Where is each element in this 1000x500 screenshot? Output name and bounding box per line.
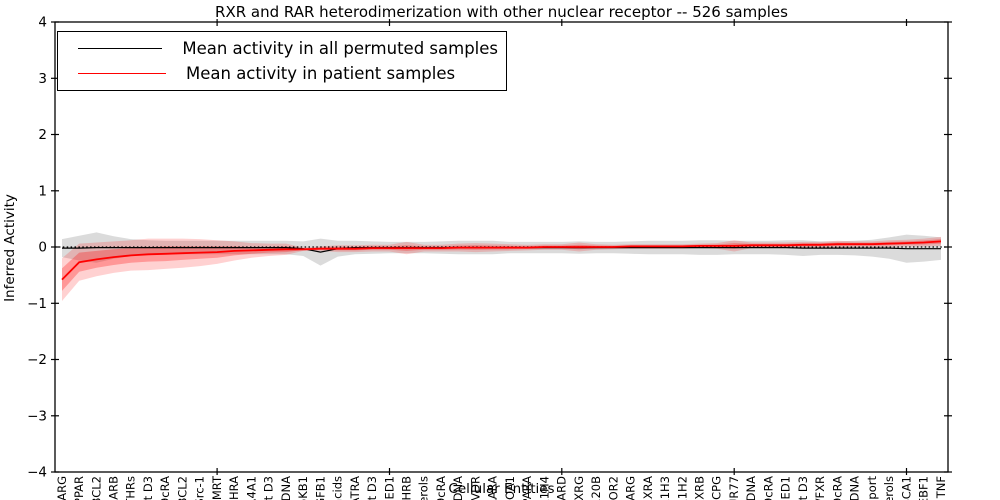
- x-category-label: BCL2: [89, 476, 103, 500]
- x-category-label: RXRB: [692, 476, 706, 500]
- patient-mean-line: [61, 240, 942, 281]
- x-category-label: RXRs/NUR77: [727, 476, 741, 500]
- y-tick-label: −4: [27, 465, 47, 481]
- x-category-label: mol:Vit D3: [365, 476, 379, 500]
- y-tick-label: 0: [38, 240, 47, 256]
- x-category-label: RXRs/LXRs/DNA: [848, 476, 862, 500]
- x-category-label: RXRs/LXRs/DNA/Oxysterols: [882, 476, 896, 500]
- x-category-label: RXRs/VDR/DNA/Vit D3: [796, 476, 810, 500]
- x-category-label: NR4A1: [244, 476, 258, 500]
- x-category-label: RARs/RARs/DNA/9cRA: [158, 476, 172, 500]
- x-category-label: SREBF1: [917, 476, 931, 500]
- x-category-label: cholesterol transport: [865, 476, 879, 500]
- y-tick-label: −2: [27, 352, 47, 368]
- x-category-label: RARs/THRs: [124, 476, 138, 500]
- x-category-label: TNF: [934, 476, 948, 499]
- chart-title: RXR and RAR heterodimerization with othe…: [215, 3, 788, 21]
- x-category-label: PPARA: [520, 476, 534, 500]
- x-category-label: RPS6KB1: [296, 476, 310, 500]
- x-category-label: NR1H3: [658, 476, 672, 500]
- x-category-label: THRB: [399, 476, 413, 500]
- x-category-label: RARs/THRs/DNA/SMRT: [210, 475, 224, 500]
- x-category-label: VDR: [468, 476, 482, 500]
- x-category-label: NCOR2: [606, 476, 620, 500]
- x-category-label: NCOA1: [503, 476, 517, 500]
- x-category-label: VDR/VDR/Vit D3: [262, 476, 276, 500]
- permuted-band: [62, 232, 941, 266]
- x-category-label: NR1H4: [537, 476, 551, 500]
- x-category-label: PPARG: [55, 476, 69, 500]
- x-category-label: mol:Oxysterols: [417, 476, 431, 500]
- y-tick-label: 4: [38, 15, 47, 31]
- y-tick-label: 2: [38, 127, 47, 143]
- y-tick-label: −3: [27, 409, 47, 425]
- x-category-label: RXRs/FXR: [813, 476, 827, 500]
- patient-band-inner: [62, 239, 941, 291]
- legend-item-patient: Mean activity in patient samples: [66, 64, 498, 83]
- x-category-label: RARs/THRs/DNA/Src-1: [193, 476, 207, 500]
- x-category-label: RXRG: [572, 476, 586, 500]
- y-tick-label: 1: [38, 184, 47, 200]
- patient-line-swatch: [78, 73, 166, 74]
- permuted-line-swatch: [78, 48, 163, 49]
- x-category-label: RARB: [106, 476, 120, 500]
- x-category-label: NR1H2: [675, 476, 689, 500]
- x-category-label: RARs/VDR/DNA/Vit D3: [141, 476, 155, 500]
- x-category-label: MED1: [382, 476, 396, 500]
- patient-band-outer: [62, 236, 941, 301]
- x-category-label: RXRs/PPAR/9cRA/PGJ2/DNA: [744, 476, 758, 500]
- x-category-label: RXRs/LXRs/DNA/9cRA: [830, 476, 844, 500]
- x-category-label: FAM120B: [589, 476, 603, 500]
- x-category-label: RXRs/PPAR: [72, 476, 86, 500]
- x-category-label: THRA: [227, 476, 241, 500]
- y-tick-label: −1: [27, 296, 47, 312]
- x-category-label: RXRs/NUR77/BCL2: [175, 476, 189, 500]
- x-category-label: TGFB1: [313, 476, 327, 500]
- x-category-label: PPARD: [555, 476, 569, 500]
- x-category-label: RXRs/FXR/9cRA/MED1: [779, 476, 793, 500]
- legend-item-permuted: Mean activity in all permuted samples: [66, 39, 498, 58]
- x-category-label: RARA: [486, 476, 500, 500]
- x-category-label: VDR/VDR/DNA: [451, 476, 465, 500]
- x-category-label: mol:Bile acids: [331, 476, 345, 500]
- x-category-label: RXRA: [641, 476, 655, 500]
- x-category-label: RXRs/RXRs/DNA/9cRA: [761, 476, 775, 500]
- x-category-label: RXR alpha/CCPG: [710, 476, 724, 500]
- x-category-label: VDR/Vit D3/DNA: [279, 476, 293, 500]
- x-axis-label: Cellular Entities: [448, 481, 555, 497]
- x-category-label: ABCA1: [899, 476, 913, 500]
- legend-label-patient: Mean activity in patient samples: [186, 64, 456, 83]
- y-axis-label: Inferred Activity: [2, 194, 18, 302]
- legend-label-permuted: Mean activity in all permuted samples: [182, 39, 498, 58]
- x-category-label: RARG: [624, 476, 638, 500]
- x-category-label: mol:ATRA: [348, 476, 362, 500]
- legend: Mean activity in all permuted samples Me…: [57, 31, 507, 91]
- x-category-label: mol:9cRA: [434, 476, 448, 500]
- y-tick-label: 3: [38, 71, 47, 87]
